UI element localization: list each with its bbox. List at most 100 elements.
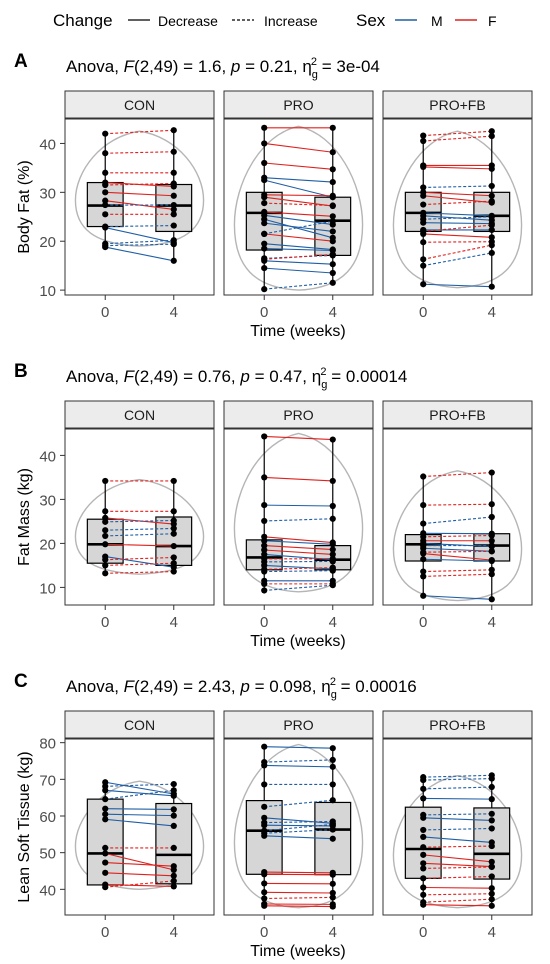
data-point bbox=[170, 822, 177, 830]
facet-strip-label: PRO+FB bbox=[429, 407, 485, 423]
data-point bbox=[420, 573, 427, 580]
pair-line bbox=[264, 835, 333, 840]
data-point bbox=[261, 832, 268, 839]
facet-strip bbox=[223, 710, 374, 739]
pair-line bbox=[105, 880, 174, 888]
data-point bbox=[329, 515, 336, 522]
data-point bbox=[488, 810, 495, 817]
pair-line bbox=[423, 216, 492, 220]
data-point bbox=[488, 182, 495, 190]
data-point bbox=[420, 473, 427, 480]
data-point bbox=[488, 890, 495, 897]
pair-line bbox=[264, 214, 333, 226]
panel-B: B Anova, F(2,49) = 0.76, p = 0.47, ηg2 = … bbox=[14, 361, 533, 650]
pair-line bbox=[105, 852, 174, 871]
pair-line bbox=[264, 253, 333, 260]
pair-line bbox=[423, 875, 492, 879]
pair-line bbox=[105, 200, 174, 210]
pair-line bbox=[264, 142, 333, 153]
violin-outline bbox=[74, 478, 205, 575]
data-point bbox=[420, 785, 427, 792]
pair-line bbox=[423, 836, 492, 843]
data-point bbox=[170, 872, 177, 879]
data-point bbox=[420, 875, 427, 882]
data-point bbox=[102, 532, 109, 540]
violin-outline bbox=[233, 432, 364, 593]
facet-pro: PRO 0 4 bbox=[223, 400, 374, 631]
data-point bbox=[261, 781, 268, 788]
pair-line bbox=[423, 244, 492, 260]
data-point bbox=[329, 567, 336, 574]
stat-eta-value: = 3e-04 bbox=[317, 57, 380, 76]
data-point bbox=[420, 281, 427, 288]
pair-line bbox=[423, 898, 492, 903]
panel-A: A Anova, F(2,49) = 1.6, p = 0.21, ηg2 = 3… bbox=[14, 51, 533, 340]
data-point bbox=[170, 806, 177, 813]
data-point bbox=[102, 211, 109, 218]
data-point bbox=[170, 148, 177, 155]
data-point bbox=[488, 548, 495, 555]
data-point bbox=[102, 201, 109, 209]
facet-pro-fb: PRO+FB 0 4 bbox=[382, 90, 533, 321]
pair-line bbox=[423, 813, 492, 816]
panels: A Anova, F(2,49) = 1.6, p = 0.21, ηg2 = 3… bbox=[14, 51, 533, 960]
data-point bbox=[261, 743, 268, 750]
data-point bbox=[488, 192, 495, 199]
stat-p-val: = 0.098, bbox=[250, 677, 321, 696]
pair-line bbox=[423, 516, 492, 525]
pair-line bbox=[423, 904, 492, 907]
data-point bbox=[420, 860, 427, 867]
pair-line bbox=[105, 571, 174, 574]
data-point bbox=[488, 571, 495, 578]
stat-title: Anova, F(2,49) = 2.43, p = 0.098, ηg2 = … bbox=[66, 676, 417, 701]
pair-line bbox=[105, 191, 174, 197]
pair-line bbox=[423, 547, 492, 552]
data-point bbox=[488, 198, 495, 205]
y-tick-label: 80 bbox=[39, 736, 56, 753]
data-point bbox=[261, 822, 268, 829]
violin-outline bbox=[233, 743, 364, 909]
data-point bbox=[420, 184, 427, 191]
pair-line bbox=[105, 225, 174, 228]
data-point bbox=[102, 811, 109, 818]
data-point bbox=[329, 880, 336, 887]
pair-line bbox=[105, 543, 174, 547]
data-point bbox=[102, 508, 109, 515]
pair-line bbox=[264, 267, 333, 274]
x-tick-label: 0 bbox=[260, 304, 268, 321]
pair-line bbox=[264, 248, 333, 252]
data-point bbox=[261, 902, 268, 909]
y-tick-label: 40 bbox=[39, 136, 56, 153]
pair-line bbox=[105, 872, 174, 877]
data-point bbox=[329, 228, 336, 235]
data-point bbox=[329, 192, 336, 199]
data-point bbox=[170, 477, 177, 485]
pair-line bbox=[105, 556, 174, 568]
data-point bbox=[329, 546, 336, 553]
pair-line bbox=[264, 764, 333, 768]
data-point bbox=[261, 177, 268, 184]
data-point bbox=[329, 477, 336, 485]
facet-strip-label: PRO bbox=[283, 97, 313, 113]
data-point bbox=[329, 213, 336, 220]
data-point bbox=[102, 884, 109, 891]
stat-eta: η bbox=[302, 57, 311, 76]
stat-title: Anova, F(2,49) = 1.6, p = 0.21, ηg2 = 3e… bbox=[66, 56, 380, 81]
data-point bbox=[170, 530, 177, 537]
data-point bbox=[261, 551, 268, 558]
facet-strip bbox=[382, 90, 533, 119]
x-tick-label: 0 bbox=[260, 614, 268, 631]
pair-line bbox=[105, 789, 174, 800]
data-point bbox=[488, 775, 495, 782]
y-tick-label: 10 bbox=[39, 580, 56, 597]
data-point bbox=[488, 221, 495, 229]
data-point bbox=[420, 192, 427, 199]
x-axis-label: Time (weeks) bbox=[250, 633, 345, 650]
data-point bbox=[329, 541, 336, 548]
data-point bbox=[261, 194, 268, 201]
pair-line bbox=[105, 789, 174, 797]
data-point bbox=[329, 894, 336, 901]
facet-strip-label: CON bbox=[124, 97, 155, 113]
pair-line bbox=[264, 162, 333, 170]
data-point bbox=[329, 835, 336, 842]
